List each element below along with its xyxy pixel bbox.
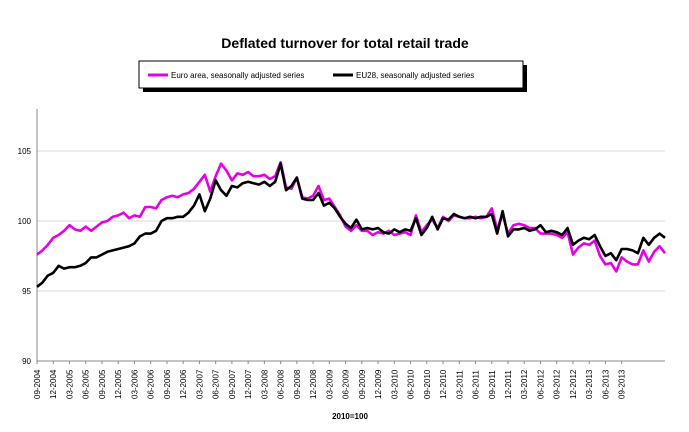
x-tick-label-12-2011: 12-2011 <box>504 370 513 399</box>
x-tick-label-03-2010: 03-2010 <box>390 369 399 399</box>
x-tick-label-12-2007: 12-2007 <box>244 369 253 399</box>
series-layer <box>36 160 667 288</box>
legend-box <box>138 60 524 89</box>
x-tick-label-12-2006: 12-2006 <box>179 369 188 399</box>
x-tick-label-06-2012: 06-2012 <box>536 369 545 399</box>
x-tick-label-06-2013: 06-2013 <box>601 369 610 399</box>
axes <box>36 109 665 364</box>
y-tick-label-100: 100 <box>18 217 32 226</box>
x-tick-label-03-2007: 03-2007 <box>195 369 204 399</box>
x-tick-label-12-2008: 12-2008 <box>309 369 318 399</box>
x-axis-title: 2010=100 <box>332 412 368 421</box>
x-tick-label-12-2009: 12-2009 <box>374 369 383 399</box>
x-tick-label-03-2013: 03-2013 <box>585 369 594 399</box>
x-tick-label-09-2011: 09-2011 <box>488 370 497 399</box>
series-line-eu28 <box>36 162 666 288</box>
x-tick-label-09-2006: 09-2006 <box>163 369 172 399</box>
x-tick-label-12-2004: 12-2004 <box>49 369 58 399</box>
x-tick-label-06-2005: 06-2005 <box>82 369 91 399</box>
y-tick-label-90: 90 <box>22 357 31 366</box>
x-tick-label-12-2005: 12-2005 <box>114 369 123 399</box>
x-tick-label-03-2006: 03-2006 <box>130 369 139 399</box>
x-tick-label-06-2008: 06-2008 <box>277 369 286 399</box>
x-tick-label-03-2012: 03-2012 <box>520 369 529 399</box>
x-tick-labels: 09-2004 12-2004 03-2005 06-2005 09-2005 12-20… <box>33 369 627 399</box>
chart-title: Deflated turnover for total retail trade <box>221 35 469 51</box>
x-tick-label-09-2004: 09-2004 <box>33 369 42 399</box>
x-tick-label-03-2008: 03-2008 <box>260 369 269 399</box>
x-tick-label-06-2007: 06-2007 <box>212 369 221 399</box>
x-tick-label-12-2010: 12-2010 <box>439 369 448 399</box>
x-tick-label-09-2005: 09-2005 <box>98 369 107 399</box>
x-tick-label-09-2009: 09-2009 <box>358 369 367 399</box>
x-tick-label-06-2010: 06-2010 <box>407 369 416 399</box>
gridlines <box>37 150 665 362</box>
x-tick-label-09-2007: 09-2007 <box>228 369 237 399</box>
y-tick-labels: 90 95 100 105 <box>18 147 32 366</box>
x-tick-label-06-2006: 06-2006 <box>147 369 156 399</box>
y-tick-label-105: 105 <box>18 147 32 156</box>
x-tick-label-03-2005: 03-2005 <box>65 369 74 399</box>
x-tick-label-06-2009: 06-2009 <box>342 369 351 399</box>
x-tick-label-03-2009: 03-2009 <box>325 369 334 399</box>
x-tick-label-03-2011: 03-2011 <box>455 370 464 399</box>
x-tick-label-09-2010: 09-2010 <box>423 369 432 399</box>
series-line-euro-area <box>36 160 667 273</box>
legend: Euro area, seasonally adjusted series EU… <box>138 60 527 92</box>
x-tick-label-09-2012: 09-2012 <box>553 369 562 399</box>
y-tick-label-95: 95 <box>22 287 31 296</box>
x-tick-label-09-2008: 09-2008 <box>293 369 302 399</box>
legend-label-eu28: EU28, seasonally adjusted series <box>356 71 474 80</box>
legend-label-euro-area: Euro area, seasonally adjusted series <box>171 71 304 80</box>
x-tick-label-06-2011: 06-2011 <box>472 370 481 399</box>
x-tick-label-09-2013: 09-2013 <box>618 369 627 399</box>
x-tick-label-12-2012: 12-2012 <box>569 369 578 399</box>
